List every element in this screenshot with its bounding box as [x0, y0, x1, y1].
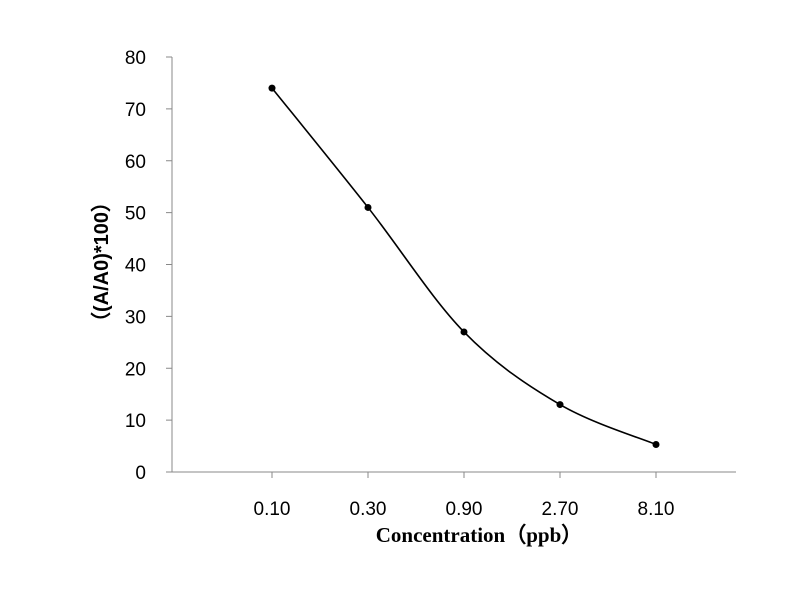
y-tick-label: 40 [125, 256, 146, 277]
data-points [268, 84, 660, 449]
x-tick-label: 0.10 [254, 499, 291, 520]
y-tick-label: 50 [125, 204, 146, 225]
data-point [268, 84, 276, 92]
series-line [271, 87, 657, 446]
data-point [364, 203, 372, 211]
y-tick-label: 60 [125, 152, 146, 173]
y-tick-label: 10 [125, 411, 146, 432]
x-tick-label: 0.90 [446, 499, 483, 520]
y-tick-label: 70 [125, 100, 146, 121]
x-axis-title: Concentration（ppb） [376, 523, 583, 547]
y-tick-label: 80 [125, 48, 146, 69]
data-point [556, 401, 564, 409]
y-tick-label: 20 [125, 359, 146, 380]
y-tick-label: 30 [125, 307, 146, 328]
x-tick-label: 0.30 [350, 499, 387, 520]
x-tick-label: 2.70 [542, 499, 579, 520]
x-tick-label: 8.10 [638, 499, 675, 520]
series [271, 87, 657, 446]
y-ticks: 0 10 20 30 40 50 60 70 80 [125, 48, 172, 484]
y-axis-title: （(A/A0)*100） [90, 192, 113, 332]
y-tick-label: 0 [135, 463, 146, 484]
data-point [652, 441, 660, 449]
data-point [460, 328, 468, 336]
x-ticks: 0.10 0.30 0.90 2.70 8.10 [254, 472, 675, 520]
axes [171, 57, 736, 473]
